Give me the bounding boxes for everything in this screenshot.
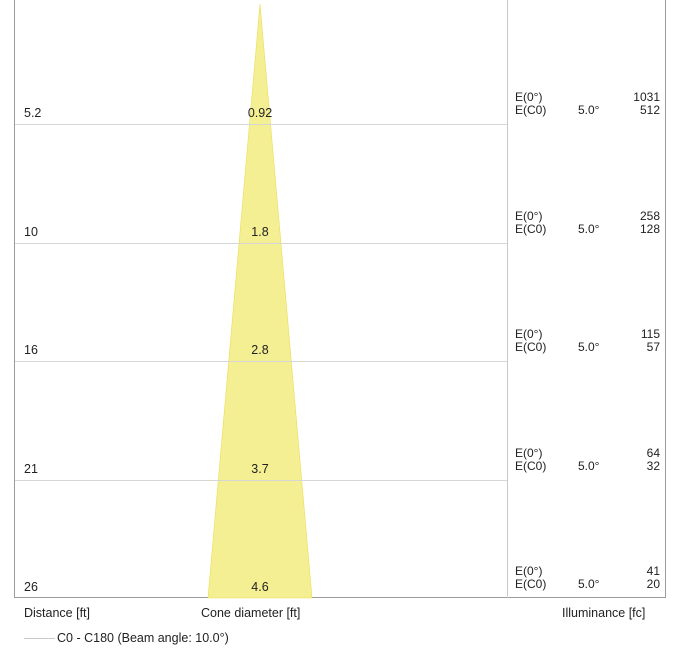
legend-line-swatch	[24, 637, 55, 639]
legend-label: C0 - C180 (Beam angle: 10.0°)	[57, 631, 229, 645]
illuminance-block: E(0°) 258 E(C0) 5.0° 128	[515, 210, 660, 236]
cone-diameter-value: 3.7	[251, 462, 269, 476]
illuminance-block: E(0°) 64 E(C0) 5.0° 32	[515, 447, 660, 473]
e0-label: E(0°)	[515, 90, 543, 104]
light-cone	[207, 3, 313, 599]
distance-gridline	[15, 480, 507, 481]
ec0-value: 57	[646, 340, 660, 354]
distance-gridline	[15, 361, 507, 362]
ec0-angle: 5.0°	[578, 340, 600, 354]
legend: C0 - C180 (Beam angle: 10.0°)	[24, 631, 229, 645]
illuminance-block: E(0°) 115 E(C0) 5.0° 57	[515, 328, 660, 354]
distance-value: 5.2	[24, 106, 42, 120]
e0-value: 41	[646, 564, 660, 578]
distance-value: 21	[24, 462, 38, 476]
distance-gridline	[15, 243, 507, 244]
chart-frame	[14, 0, 666, 598]
ec0-angle: 5.0°	[578, 103, 600, 117]
e0-value: 64	[646, 446, 660, 460]
distance-gridline	[15, 124, 507, 125]
illuminance-axis-label: Illuminance [fc]	[562, 606, 646, 620]
cone-diameter-value: 0.92	[247, 106, 273, 120]
distance-value: 26	[24, 580, 38, 594]
illuminance-block: E(0°) 1031 E(C0) 5.0° 512	[515, 91, 660, 117]
ec0-angle: 5.0°	[578, 577, 600, 591]
cone-diameter-value: 2.8	[251, 343, 269, 357]
ec0-label: E(C0)	[515, 459, 547, 473]
cone-diameter-value: 4.6	[251, 580, 269, 594]
column-divider	[507, 0, 508, 598]
ec0-value: 20	[646, 577, 660, 591]
ec0-value: 512	[639, 103, 660, 117]
ec0-value: 32	[646, 459, 660, 473]
distance-value: 16	[24, 343, 38, 357]
ec0-label: E(C0)	[515, 340, 547, 354]
cone-diameter-axis-label: Cone diameter [ft]	[201, 606, 301, 620]
e0-label: E(0°)	[515, 446, 543, 460]
ec0-label: E(C0)	[515, 103, 547, 117]
e0-label: E(0°)	[515, 327, 543, 341]
ec0-value: 128	[639, 222, 660, 236]
ec0-label: E(C0)	[515, 577, 547, 591]
illuminance-block: E(0°) 41 E(C0) 5.0° 20	[515, 565, 660, 591]
e0-value: 258	[639, 209, 660, 223]
e0-label: E(0°)	[515, 564, 543, 578]
distance-axis-label: Distance [ft]	[24, 606, 90, 620]
e0-value: 1031	[633, 90, 660, 104]
e0-value: 115	[640, 327, 660, 341]
cone-diameter-value: 1.8	[251, 225, 269, 239]
ec0-angle: 5.0°	[578, 222, 600, 236]
distance-value: 10	[24, 225, 38, 239]
e0-label: E(0°)	[515, 209, 543, 223]
ec0-angle: 5.0°	[578, 459, 600, 473]
ec0-label: E(C0)	[515, 222, 547, 236]
